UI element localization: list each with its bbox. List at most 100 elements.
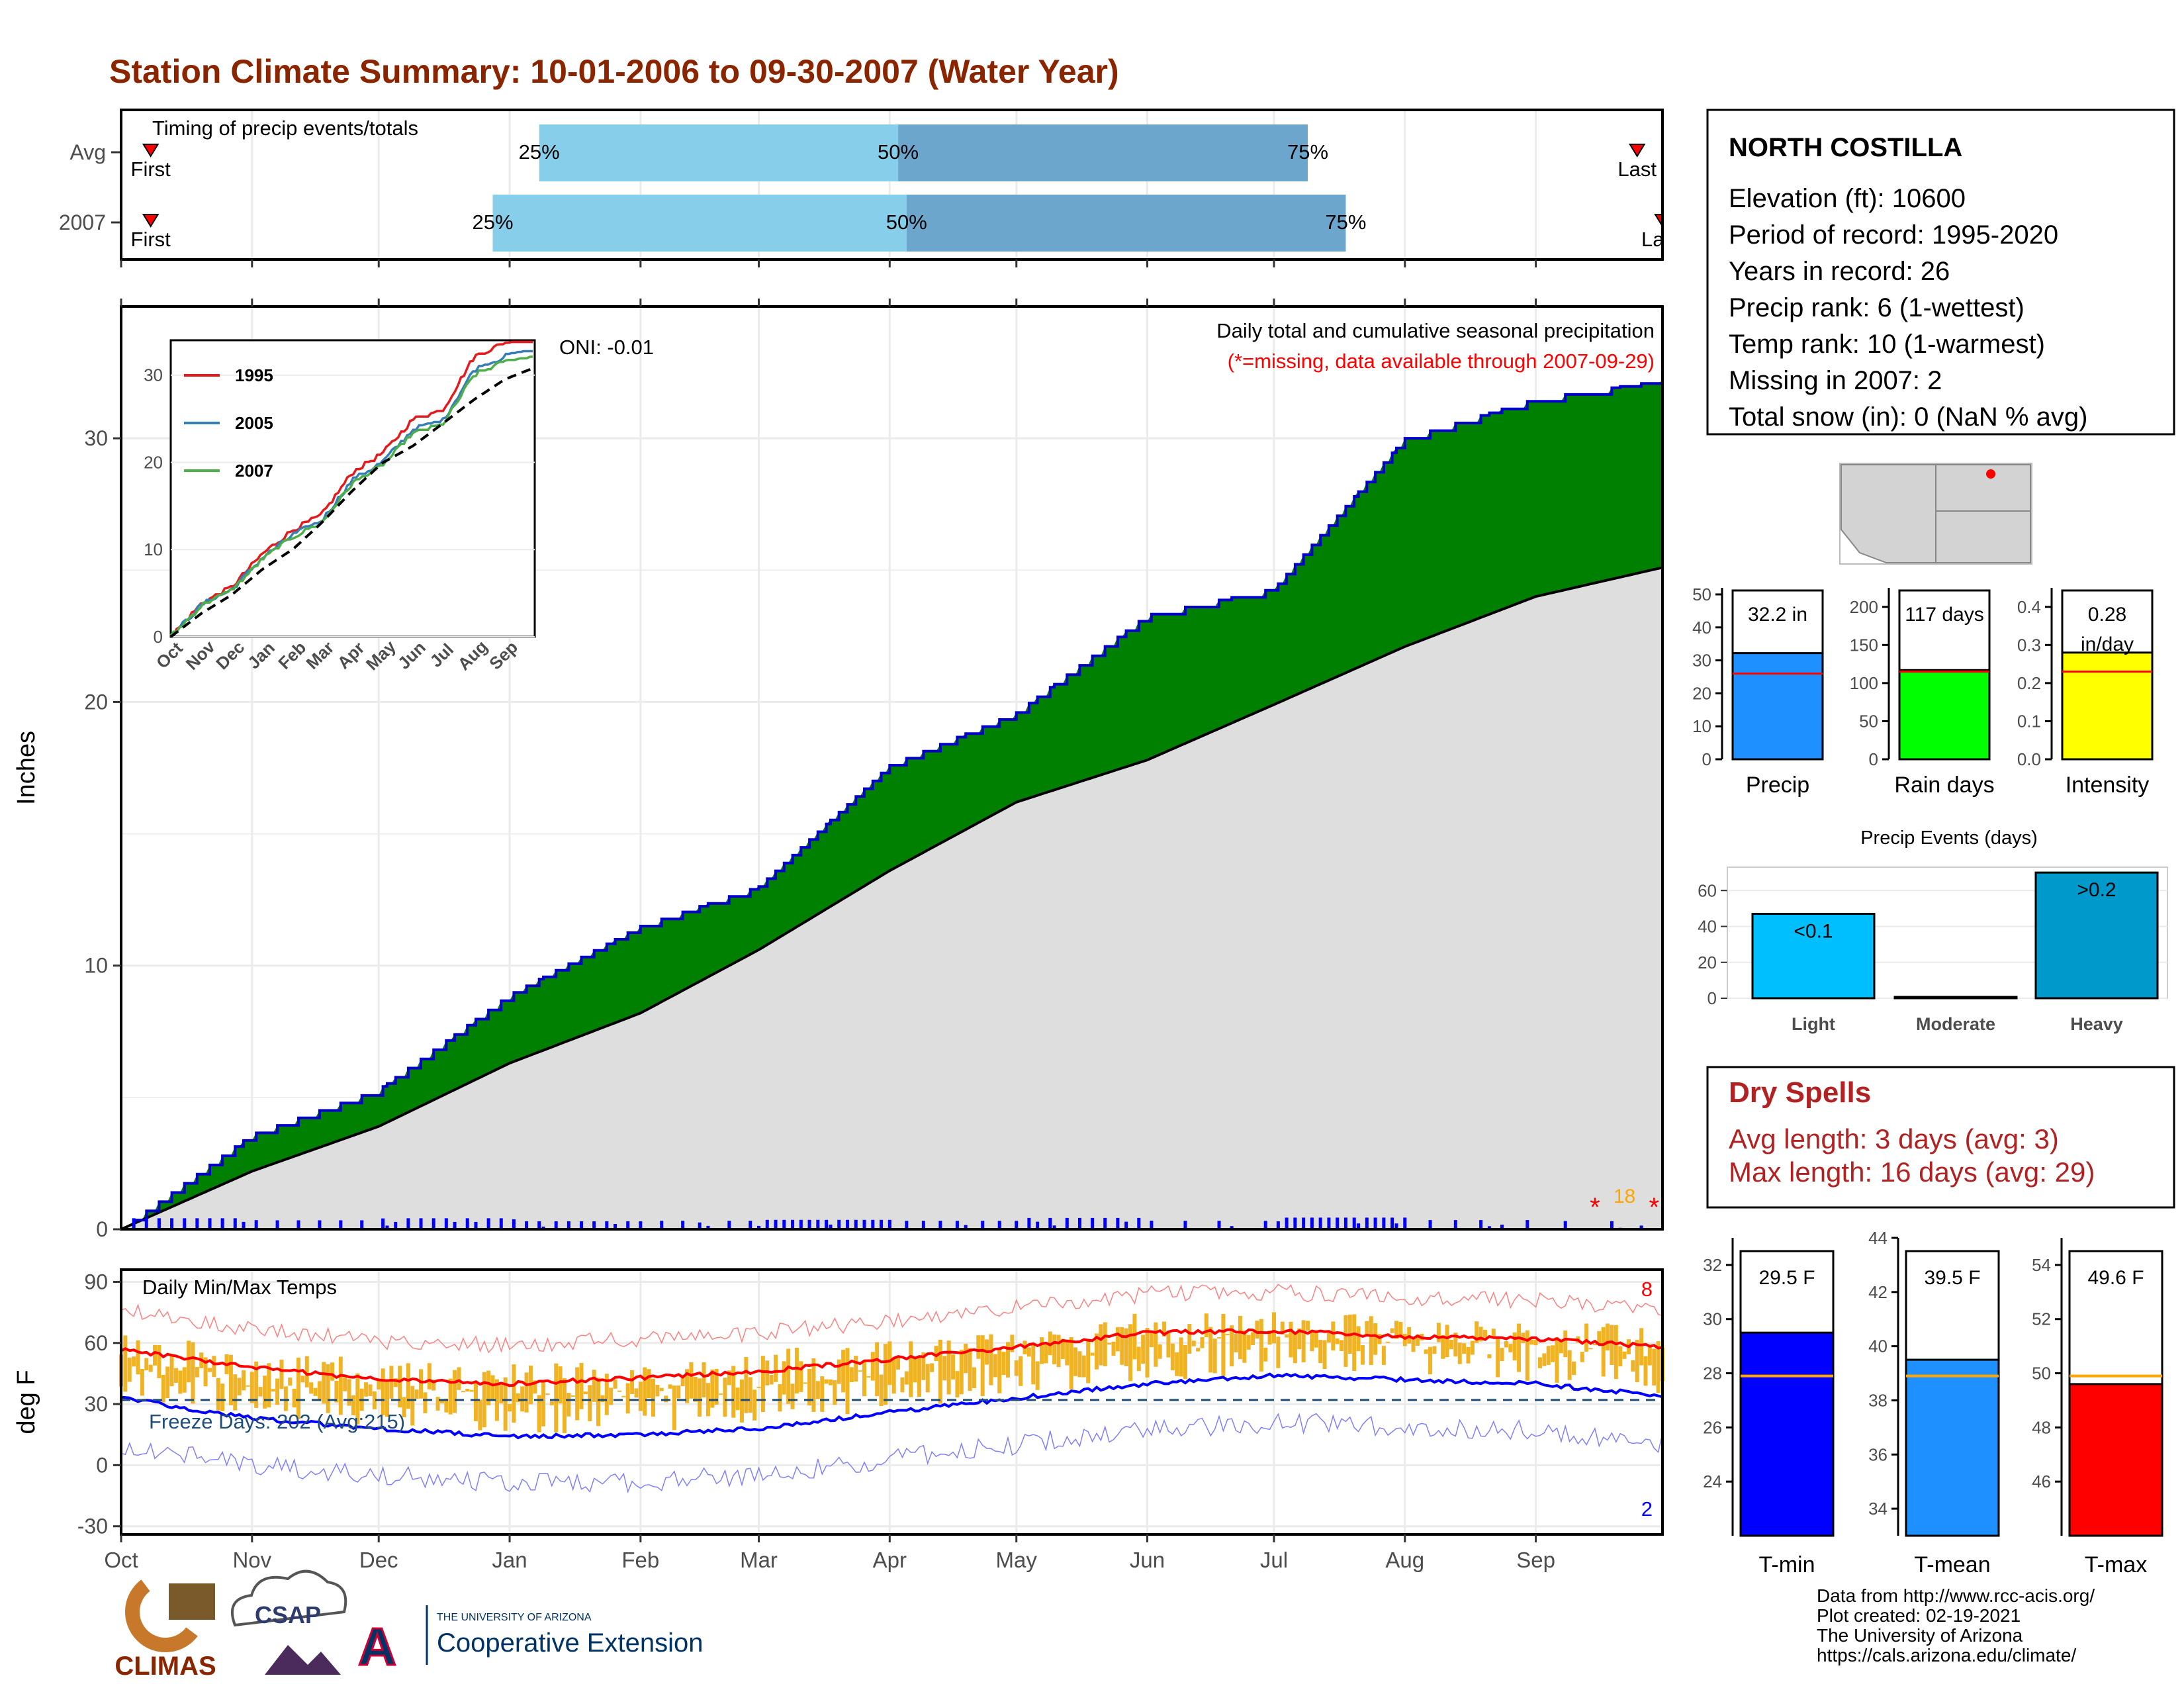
mini-tick-label: 0.3 xyxy=(2017,635,2041,655)
daily-precip-bar xyxy=(1500,1225,1504,1229)
daily-temp-bar xyxy=(883,1344,887,1405)
station-name: NORTH COSTILLA xyxy=(1729,133,1962,162)
daily-temp-bar xyxy=(1162,1321,1167,1336)
daily-temp-bar xyxy=(1555,1337,1559,1383)
dry-count-label: 18 xyxy=(1614,1186,1635,1207)
tbar-label: T-min xyxy=(1759,1552,1815,1577)
ua-block-a-icon: A xyxy=(358,1617,396,1676)
daily-temp-bar xyxy=(925,1364,930,1393)
event-category-label: Moderate xyxy=(1916,1014,1995,1034)
daily-precip-bar xyxy=(1487,1226,1491,1229)
daily-temp-bar xyxy=(972,1367,976,1389)
temp-title: Daily Min/Max Temps xyxy=(142,1276,337,1299)
daily-temp-bar xyxy=(647,1369,651,1398)
daily-temp-bar xyxy=(1187,1324,1192,1354)
timing-frame xyxy=(120,109,1664,261)
daily-precip-bar xyxy=(537,1221,541,1229)
tbar-tick-label: 44 xyxy=(1868,1228,1888,1248)
temp-ytick-label: 30 xyxy=(84,1392,108,1416)
daily-precip-bar xyxy=(1091,1217,1095,1229)
mini-tick-label: 0 xyxy=(1869,749,1878,769)
daily-temp-bar xyxy=(410,1385,415,1426)
daily-precip-bar xyxy=(419,1218,423,1229)
daily-temp-bar xyxy=(393,1378,398,1387)
station-info: NORTH COSTILLA Elevation (ft): 10600 Perio… xyxy=(1706,109,2175,436)
daily-temp-bar xyxy=(1656,1341,1661,1393)
daily-precip-bar xyxy=(862,1219,866,1229)
daily-temp-bar xyxy=(1293,1331,1297,1364)
station-line: Period of record: 1995-2020 xyxy=(1729,220,2058,250)
daily-temp-bar xyxy=(1052,1334,1057,1364)
daily-temp-bar xyxy=(917,1356,921,1397)
timing-25-label: 25% xyxy=(519,140,560,164)
temp-ytick-label: -30 xyxy=(77,1515,108,1538)
daily-temp-bar xyxy=(651,1378,655,1417)
daily-precip-bar xyxy=(499,1218,503,1229)
daily-temp-bar xyxy=(1390,1328,1394,1333)
daily-temp-bar xyxy=(1360,1345,1365,1365)
first-label: First xyxy=(131,158,171,181)
daily-temp-bar xyxy=(710,1369,715,1408)
daily-precip-bar xyxy=(639,1221,643,1229)
daily-precip-bar xyxy=(465,1218,469,1229)
month-label: Feb xyxy=(621,1548,659,1572)
daily-precip-bar xyxy=(905,1221,909,1229)
daily-temp-bar xyxy=(1606,1323,1610,1351)
daily-temp-bar xyxy=(583,1391,588,1395)
daily-temp-bar xyxy=(351,1395,355,1416)
daily-precip-bar xyxy=(170,1218,174,1229)
daily-precip-bar xyxy=(1052,1225,1056,1229)
daily-temp-bar xyxy=(385,1380,389,1417)
tbar-tick-label: 30 xyxy=(1703,1309,1722,1329)
daily-temp-bar xyxy=(182,1367,187,1393)
precip-events: Precip Events (days) 0 20 40 60 <0.1 Light Mode… xyxy=(1698,827,2168,1034)
daily-temp-bar xyxy=(242,1370,246,1391)
daily-temp-bar xyxy=(731,1366,736,1418)
last-marker xyxy=(1628,144,1646,158)
mini-value-label: 0.28 xyxy=(2088,604,2126,626)
timing-q1-bar xyxy=(492,195,907,252)
daily-temp-bar xyxy=(820,1376,825,1412)
daily-temp-bar xyxy=(980,1335,985,1397)
daily-temp-bar xyxy=(904,1371,909,1385)
mini-tick-label: 0.4 xyxy=(2017,597,2041,617)
event-bar-heavy xyxy=(2034,871,2159,1000)
tbar-value-label: 39.5 F xyxy=(1924,1267,1980,1289)
inset-ytick: 20 xyxy=(144,452,163,472)
daily-precip-bar xyxy=(1343,1217,1347,1229)
daily-temp-bar xyxy=(592,1370,596,1402)
daily-temp-bar xyxy=(1230,1325,1234,1367)
daily-temp-bar xyxy=(1103,1322,1107,1367)
daily-temp-bar xyxy=(769,1374,774,1385)
daily-temp-bar xyxy=(1276,1336,1281,1368)
daily-temp-bar xyxy=(144,1358,149,1371)
daily-temp-bar xyxy=(567,1393,571,1417)
daily-temp-bar xyxy=(1618,1346,1623,1367)
daily-temp-bar xyxy=(1179,1337,1183,1377)
daily-temp-bar xyxy=(942,1356,947,1381)
climas-swirl-icon xyxy=(125,1579,198,1652)
daily-temp-bar xyxy=(558,1366,563,1404)
daily-temp-bar xyxy=(157,1344,161,1378)
daily-temp-bar xyxy=(909,1341,913,1397)
daily-temp-bar xyxy=(258,1387,263,1397)
daily-temp-bar xyxy=(951,1354,956,1380)
daily-temp-bar xyxy=(1432,1346,1437,1354)
inset-ytick: 10 xyxy=(144,539,163,559)
daily-temp-bar xyxy=(1040,1337,1044,1364)
daily-precip-bar xyxy=(1336,1217,1340,1229)
tbar-tick-label: 48 xyxy=(2032,1417,2051,1437)
daily-precip-bar xyxy=(525,1221,529,1229)
event-bar-label: >0.2 xyxy=(2077,879,2116,901)
daily-temp-bar xyxy=(964,1343,968,1374)
month-label: Oct xyxy=(104,1548,138,1572)
daily-temp-bar xyxy=(1060,1338,1065,1360)
daily-temp-bar xyxy=(237,1378,242,1395)
daily-temp-bar xyxy=(503,1377,508,1431)
daily-temp-bar xyxy=(1508,1344,1513,1352)
daily-precip-bar xyxy=(132,1218,136,1229)
daily-precip-bar xyxy=(1352,1217,1356,1229)
daily-temp-bar xyxy=(246,1385,250,1387)
daily-precip-bar xyxy=(782,1219,786,1229)
daily-temp-bar xyxy=(1470,1340,1475,1355)
